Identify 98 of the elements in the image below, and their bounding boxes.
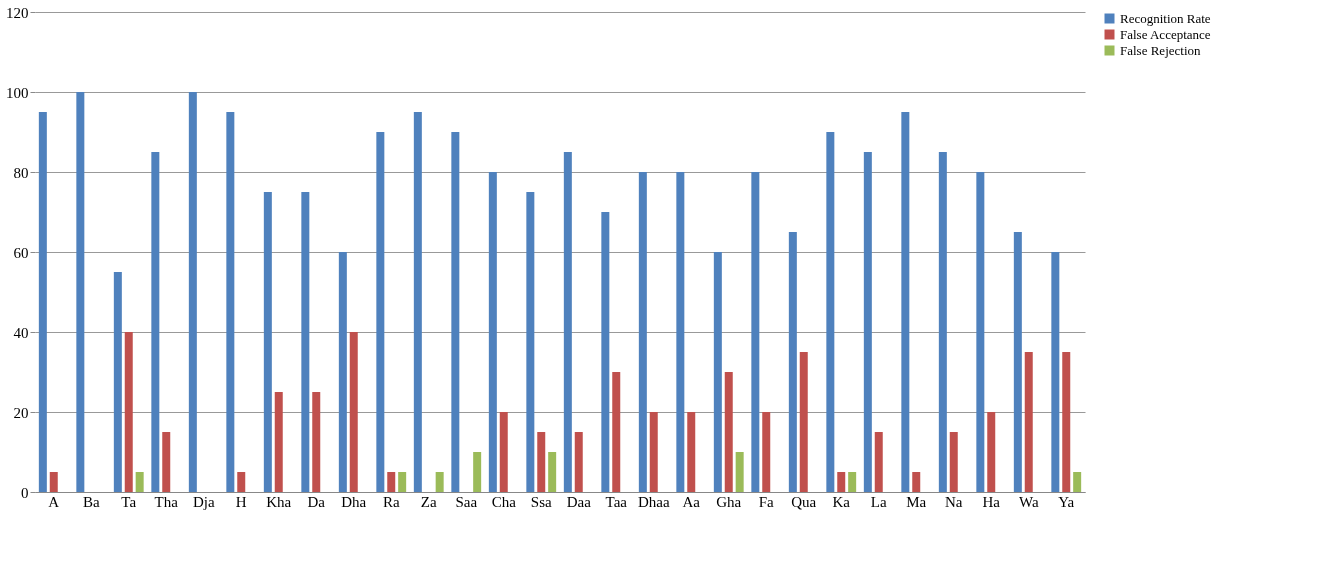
- x-tick-label: Daa: [566, 493, 592, 510]
- bar: [338, 252, 347, 492]
- bar: [938, 152, 947, 492]
- bar: [574, 432, 583, 492]
- x-tick-label: Dhaa: [637, 493, 670, 510]
- bar: [638, 172, 647, 492]
- legend-label: False Acceptance: [1120, 26, 1211, 42]
- bar: [874, 432, 883, 492]
- bar: [38, 112, 47, 492]
- bar: [563, 152, 572, 492]
- x-tick-label: Tha: [154, 493, 179, 510]
- bar: [113, 272, 122, 492]
- bar: [349, 332, 358, 492]
- bar: [151, 152, 160, 492]
- bar: [435, 472, 444, 492]
- bar: [488, 172, 497, 492]
- legend-label: Recognition Rate: [1120, 10, 1211, 26]
- x-tick-label: Da: [307, 493, 326, 510]
- x-tick-label: Gha: [716, 493, 742, 510]
- bar: [413, 112, 422, 492]
- bar: [135, 472, 144, 492]
- bar: [799, 352, 808, 492]
- y-tick-label: 100: [6, 84, 29, 101]
- bar: [612, 372, 621, 492]
- x-tick-label: Ra: [382, 493, 400, 510]
- x-tick-label: Ya: [1058, 493, 1075, 510]
- bar: [724, 372, 733, 492]
- bar: [601, 212, 610, 492]
- bar: [976, 172, 985, 492]
- x-tick-label: Taa: [605, 493, 628, 510]
- bar: [398, 472, 407, 492]
- x-tick-label: Na: [945, 493, 963, 510]
- y-tick-label: 0: [21, 484, 29, 501]
- bar: [124, 332, 133, 492]
- x-tick-label: Ba: [82, 493, 100, 510]
- x-tick-label: Ssa: [530, 493, 553, 510]
- bar: [188, 92, 197, 492]
- y-tick-label: 120: [6, 4, 29, 21]
- bar: [788, 232, 797, 492]
- bar: [1013, 232, 1022, 492]
- x-tick-label: Saa: [455, 493, 478, 510]
- bar: [1051, 252, 1060, 492]
- x-tick-label: Fa: [758, 493, 775, 510]
- bar: [537, 432, 546, 492]
- x-tick-label: H: [235, 493, 247, 510]
- bar: [987, 412, 996, 492]
- bar: [312, 392, 321, 492]
- x-tick-label: Ha: [982, 493, 1001, 510]
- bar: [451, 132, 460, 492]
- y-tick-label: 40: [13, 324, 29, 341]
- bar: [848, 472, 857, 492]
- bar: [499, 412, 508, 492]
- bar: [762, 412, 771, 492]
- y-tick-label: 80: [13, 164, 29, 181]
- bar: [376, 132, 385, 492]
- bar: [274, 392, 283, 492]
- y-tick-label: 60: [13, 244, 29, 261]
- bar: [548, 452, 557, 492]
- x-tick-label: Wa: [1018, 493, 1039, 510]
- bar: [837, 472, 846, 492]
- bar: [1073, 472, 1082, 492]
- bar: [901, 112, 910, 492]
- bar: [912, 472, 921, 492]
- bar: [162, 432, 171, 492]
- bar: [949, 432, 958, 492]
- bar: [863, 152, 872, 492]
- x-tick-label: Za: [420, 493, 437, 510]
- bar: [473, 452, 482, 492]
- bar: [1024, 352, 1033, 492]
- bar: [301, 192, 310, 492]
- x-tick-label: Aa: [682, 493, 701, 510]
- bar: [826, 132, 835, 492]
- legend-label: False Rejection: [1120, 42, 1202, 58]
- bar: [1062, 352, 1071, 492]
- x-tick-label: Cha: [491, 493, 517, 510]
- x-tick-label: Ka: [832, 493, 851, 510]
- x-tick-label: Kha: [266, 493, 292, 510]
- x-tick-label: A: [48, 493, 60, 510]
- y-tick-label: 20: [13, 404, 29, 421]
- bar: [76, 92, 85, 492]
- bar: [676, 172, 685, 492]
- x-tick-label: Dja: [192, 493, 215, 510]
- x-tick-label: Dha: [341, 493, 367, 510]
- bar: [49, 472, 58, 492]
- bar: [226, 112, 235, 492]
- x-tick-label: Qua: [791, 493, 817, 510]
- bar: [751, 172, 760, 492]
- x-tick-label: Ta: [121, 493, 137, 510]
- x-tick-label: La: [870, 493, 887, 510]
- bar: [526, 192, 535, 492]
- x-tick-label: Ma: [906, 493, 927, 510]
- bar: [237, 472, 246, 492]
- bar: [387, 472, 396, 492]
- bar: [263, 192, 272, 492]
- bar: [713, 252, 722, 492]
- bar: [687, 412, 696, 492]
- bar: [735, 452, 744, 492]
- bar: [649, 412, 658, 492]
